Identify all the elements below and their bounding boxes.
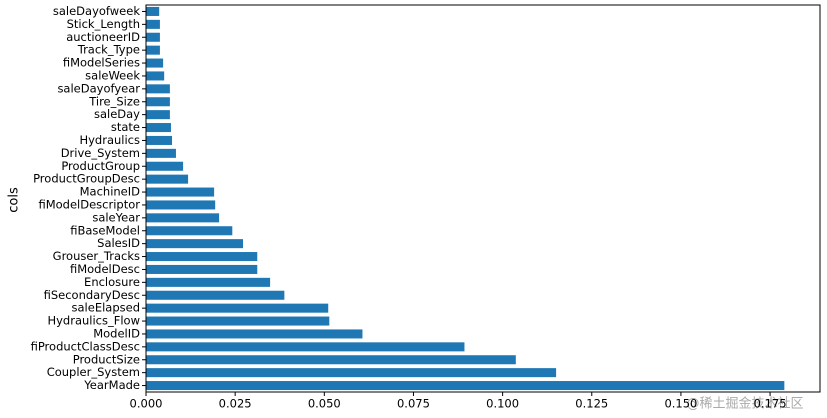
y-tick-label: auctioneerID [66,30,140,44]
y-tick-label: Tire_Size [88,94,140,108]
bar [146,84,170,94]
y-tick-label: fiSecondaryDesc [44,288,140,302]
bar [146,174,189,184]
x-tick-label: 0.025 [219,397,252,411]
bar [146,19,160,29]
bar [146,381,785,391]
bar [146,239,243,249]
bar [146,368,557,378]
y-tick-label: saleDay [94,107,140,121]
x-tick-label: 0.000 [130,397,163,411]
bar [146,161,184,171]
y-tick-label: ProductSize [73,352,140,366]
plot-frame [145,4,821,393]
x-tick-label: 0.175 [754,397,787,411]
y-tick-label: Grouser_Tracks [53,249,140,263]
bar [146,226,233,236]
y-tick-label: YearMade [83,378,140,392]
y-tick-label: ModelID [93,326,140,340]
y-tick-label: fiModelDesc [70,262,140,276]
x-tick-label: 0.075 [397,397,430,411]
bar [146,97,170,107]
y-tick-label: Track_Type [77,43,140,57]
bar [146,213,220,223]
bar [146,277,271,287]
x-tick-label: 0.150 [664,397,697,411]
y-tick-label: SalesID [97,236,140,250]
watermark: @稀土掘金技术社区 [686,396,803,412]
bar [146,200,216,210]
y-tick-label: fiBaseModel [70,223,140,237]
bar [146,71,165,81]
y-tick-label: Stick_Length [67,17,140,31]
y-axis-label: cols [7,187,22,213]
bar [146,123,171,133]
y-tick-label: Hydraulics_Flow [47,314,140,328]
y-tick-label: Enclosure [84,275,140,289]
x-tick-label: 0.125 [575,397,608,411]
y-tick-label: saleElapsed [72,301,140,315]
y-tick-label: saleDayofyear [57,81,140,95]
bar [146,303,329,313]
bar [146,32,160,42]
y-tick-label: state [111,120,140,134]
bar [146,45,160,55]
bar [146,342,465,352]
y-tick-label: Hydraulics [79,133,140,147]
bar [146,58,164,68]
bar [146,6,160,16]
y-tick-label: saleWeek [85,68,140,82]
bar [146,329,363,339]
bar [146,252,258,262]
y-tick-label: Coupler_System [47,365,140,379]
y-tick-label: fiModelSeries [63,56,140,70]
bar [146,148,176,158]
bar [146,135,173,145]
x-tick-label: 0.050 [308,397,341,411]
y-tick-label: MachineID [80,185,141,199]
bar [146,355,516,365]
y-tick-label: Drive_System [61,146,140,160]
y-tick-label: fiModelDescriptor [38,197,140,211]
bar [146,264,258,274]
y-tick-label: ProductGroup [61,159,140,173]
y-tick-label: ProductGroupDesc [33,172,140,186]
y-tick-label: saleDayofweek [53,4,140,18]
bar [146,187,215,197]
y-tick-label: saleYear [92,210,140,224]
bar [146,290,285,300]
x-tick-label: 0.100 [486,397,519,411]
bar [146,316,330,326]
y-tick-label: fiProductClassDesc [31,339,140,353]
bar [146,110,170,120]
